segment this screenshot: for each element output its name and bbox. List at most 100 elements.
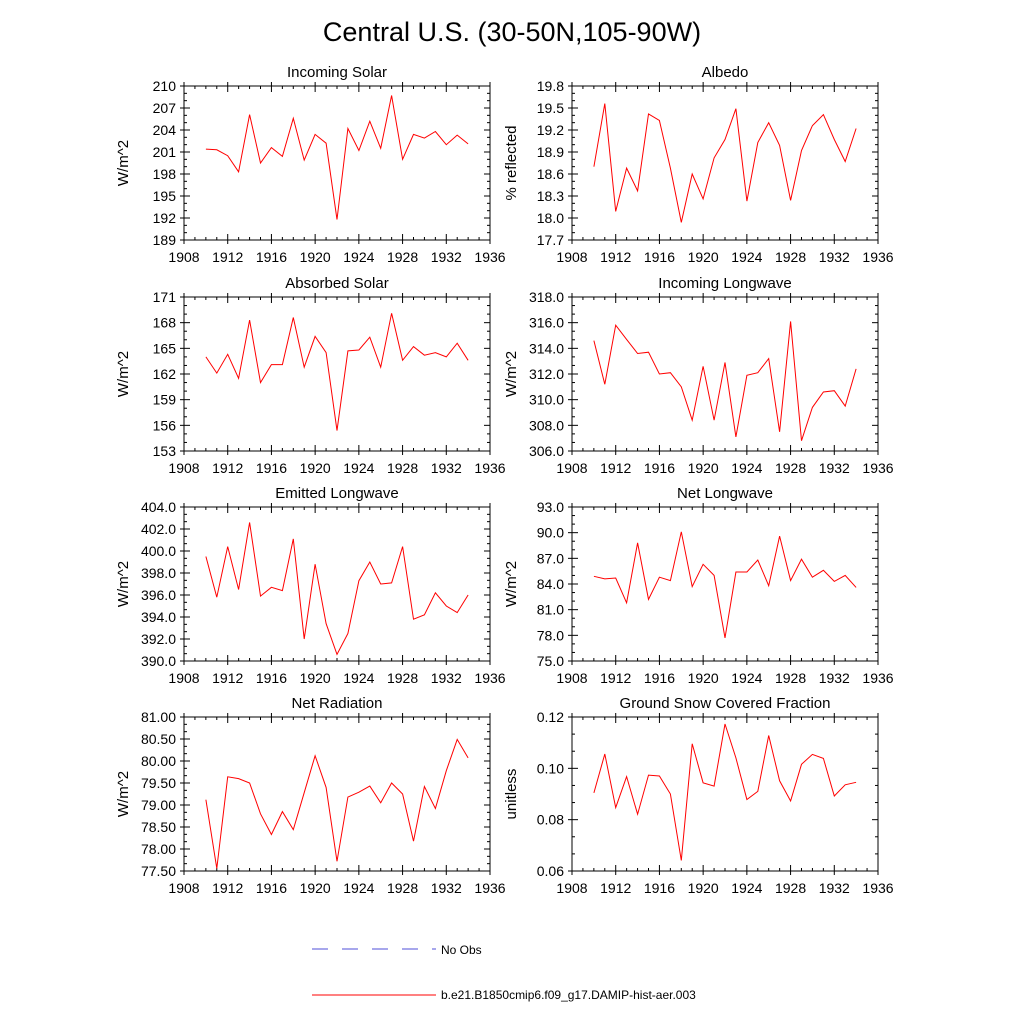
x-tick-label: 1916: [644, 249, 675, 265]
x-tick-label: 1936: [474, 880, 505, 896]
y-tick-label: 162: [153, 366, 177, 382]
x-tick-label: 1908: [556, 880, 587, 896]
x-tick-label: 1928: [775, 249, 806, 265]
series-line-absorbed-solar: [205, 313, 469, 431]
x-tick-label: 1912: [212, 460, 243, 476]
series-line-emitted-longwave: [205, 522, 469, 656]
y-tick-label: 204: [153, 122, 177, 138]
y-tick-label: 398.0: [141, 565, 176, 581]
y-tick-label: 19.8: [537, 78, 564, 94]
panel-title: Incoming Longwave: [658, 275, 791, 292]
x-tick-label: 1932: [431, 249, 462, 265]
panel-title: Absorbed Solar: [285, 275, 388, 292]
y-tick-label: 81.00: [141, 709, 176, 725]
x-tick-label: 1928: [387, 880, 418, 896]
x-tick-label: 1936: [862, 880, 893, 896]
y-tick-label: 392.0: [141, 631, 176, 647]
y-tick-label: 312.0: [529, 366, 564, 382]
y-tick-label: 19.2: [537, 122, 564, 138]
x-tick-label: 1932: [431, 880, 462, 896]
plot-frame: [183, 506, 491, 662]
x-tick-label: 1932: [819, 460, 850, 476]
x-tick-label: 1920: [300, 249, 331, 265]
x-tick-label: 1924: [343, 249, 374, 265]
x-tick-label: 1920: [300, 460, 331, 476]
x-tick-label: 1908: [168, 460, 199, 476]
panel-title: Albedo: [702, 64, 749, 81]
series-line-albedo: [593, 103, 857, 223]
y-tick-label: 79.00: [141, 797, 176, 813]
x-tick-label: 1924: [343, 670, 374, 686]
y-tick-label: 318.0: [529, 289, 564, 305]
y-tick-label: 75.0: [537, 653, 564, 669]
x-tick-label: 1924: [731, 880, 762, 896]
panel-albedo: Albedo % reflected 17.7 18.0 18.3 18.6 18.9 19.…: [503, 64, 894, 265]
y-axis-label: W/m^2: [503, 351, 520, 397]
x-tick-label: 1928: [387, 460, 418, 476]
y-axis-label: W/m^2: [503, 561, 520, 607]
panel-absorbed-solar: Absorbed Solar W/m^2 153 156 159 162 165 168 171…: [115, 275, 506, 476]
panel-title: Incoming Solar: [287, 64, 387, 81]
figure-title: Central U.S. (30-50N,105-90W): [323, 17, 701, 47]
y-tick-label: 18.6: [537, 166, 564, 182]
y-tick-label: 404.0: [141, 499, 176, 515]
y-axis-label: unitless: [503, 769, 520, 820]
x-tick-label: 1924: [731, 249, 762, 265]
y-tick-label: 400.0: [141, 543, 176, 559]
x-tick-label: 1936: [474, 249, 505, 265]
panel-title: Emitted Longwave: [275, 485, 398, 502]
x-tick-label: 1924: [731, 460, 762, 476]
y-tick-label: 18.0: [537, 210, 564, 226]
y-tick-label: 78.00: [141, 841, 176, 857]
x-tick-label: 1916: [644, 670, 675, 686]
y-tick-label: 87.0: [537, 550, 564, 566]
x-tick-label: 1936: [862, 249, 893, 265]
series-line-incoming-longwave: [593, 321, 857, 441]
panel-ground-snow: Ground Snow Covered Fraction unitless 0.06…: [503, 695, 894, 896]
x-tick-label: 1912: [600, 670, 631, 686]
plot-frame: [571, 716, 879, 872]
x-tick-label: 1908: [168, 249, 199, 265]
y-tick-label: 93.0: [537, 499, 564, 515]
panel-emitted-longwave: Emitted Longwave W/m^2 390.0 392.0 394.0 396.…: [115, 485, 506, 686]
panel-title: Net Radiation: [292, 695, 383, 712]
x-tick-label: 1932: [431, 460, 462, 476]
x-tick-label: 1936: [474, 460, 505, 476]
series-line-net-radiation: [205, 738, 469, 869]
y-tick-label: 81.0: [537, 602, 564, 618]
y-tick-label: 195: [153, 188, 177, 204]
y-tick-label: 90.0: [537, 525, 564, 541]
y-tick-label: 77.50: [141, 863, 176, 879]
y-tick-label: 79.50: [141, 775, 176, 791]
y-tick-label: 0.10: [537, 760, 564, 776]
y-tick-label: 156: [153, 417, 177, 433]
x-tick-label: 1924: [731, 670, 762, 686]
y-tick-label: 207: [153, 100, 177, 116]
x-tick-label: 1912: [600, 880, 631, 896]
panel-incoming-solar: Incoming Solar W/m^2 189 192 195 198 201 204 207…: [115, 64, 506, 265]
x-tick-label: 1932: [431, 670, 462, 686]
x-tick-label: 1916: [644, 460, 675, 476]
y-axis-label: W/m^2: [115, 771, 132, 817]
y-tick-label: 310.0: [529, 392, 564, 408]
x-tick-label: 1936: [862, 670, 893, 686]
y-tick-label: 390.0: [141, 653, 176, 669]
y-tick-label: 78.0: [537, 627, 564, 643]
x-tick-label: 1916: [644, 880, 675, 896]
y-axis-label: W/m^2: [115, 351, 132, 397]
y-tick-label: 192: [153, 210, 177, 226]
panel-title: Ground Snow Covered Fraction: [620, 695, 831, 712]
y-tick-label: 394.0: [141, 609, 176, 625]
x-tick-label: 1924: [343, 880, 374, 896]
series-line-ground-snow: [593, 723, 857, 861]
x-tick-label: 1916: [256, 670, 287, 686]
y-tick-label: 78.50: [141, 819, 176, 835]
x-tick-label: 1908: [556, 460, 587, 476]
x-tick-label: 1924: [343, 460, 374, 476]
plot-frame: [571, 85, 879, 241]
y-axis-label: % reflected: [503, 125, 520, 200]
x-tick-label: 1912: [600, 460, 631, 476]
plot-frame: [183, 716, 491, 872]
x-tick-label: 1928: [387, 249, 418, 265]
x-tick-label: 1932: [819, 670, 850, 686]
